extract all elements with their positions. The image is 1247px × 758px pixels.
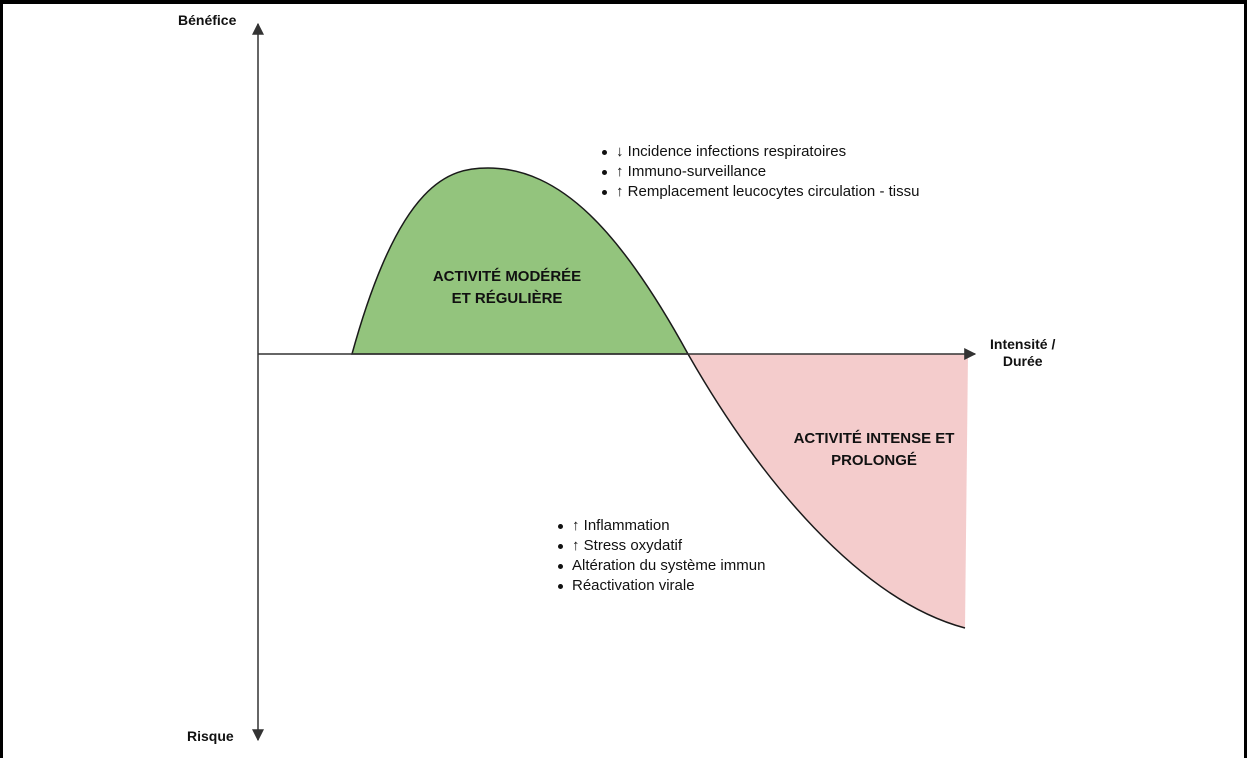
risk-item: ↑ Stress oxydatif bbox=[557, 536, 765, 556]
x-axis-label: Intensité / Durée bbox=[990, 336, 1055, 370]
moderate-activity-label: ACTIVITÉ MODÉRÉE ET RÉGULIÈRE bbox=[412, 266, 602, 310]
moderate-activity-label-line2: ET RÉGULIÈRE bbox=[451, 290, 563, 307]
x-axis-label-line1: Intensité / bbox=[990, 336, 1056, 352]
y-axis-bottom-label: Risque bbox=[187, 728, 234, 744]
risk-item: Réactivation virale bbox=[557, 576, 765, 596]
intense-activity-curve bbox=[687, 353, 966, 629]
risk-item: Altération du système immun bbox=[557, 557, 766, 574]
risk-item: ↑ Inflammation bbox=[557, 516, 765, 536]
benefits-list: ↓ Incidence infections respiratoires ↑ I… bbox=[600, 142, 919, 202]
risks-list: ↑ Inflammation ↑ Stress oxydatif Altérat… bbox=[556, 516, 765, 596]
moderate-activity-label-line1: ACTIVITÉ MODÉRÉE bbox=[432, 268, 582, 285]
intense-activity-label-line2: PROLONGÉ bbox=[831, 452, 917, 469]
intense-activity-label-line1: ACTIVITÉ INTENSE ET bbox=[793, 430, 955, 447]
benefit-item: ↑ Immuno-surveillance bbox=[601, 162, 919, 182]
intense-activity-area bbox=[688, 354, 968, 628]
moderate-activity-area bbox=[351, 167, 690, 355]
benefit-item: ↑ Remplacement leucocytes circulation - … bbox=[601, 183, 920, 200]
y-axis-top-label: Bénéfice bbox=[178, 12, 237, 28]
x-axis-label-line2: Durée bbox=[1002, 353, 1043, 369]
intense-activity-label: ACTIVITÉ INTENSE ET PROLONGÉ bbox=[764, 428, 984, 472]
benefit-item: ↓ Incidence infections respiratoires bbox=[601, 142, 919, 162]
